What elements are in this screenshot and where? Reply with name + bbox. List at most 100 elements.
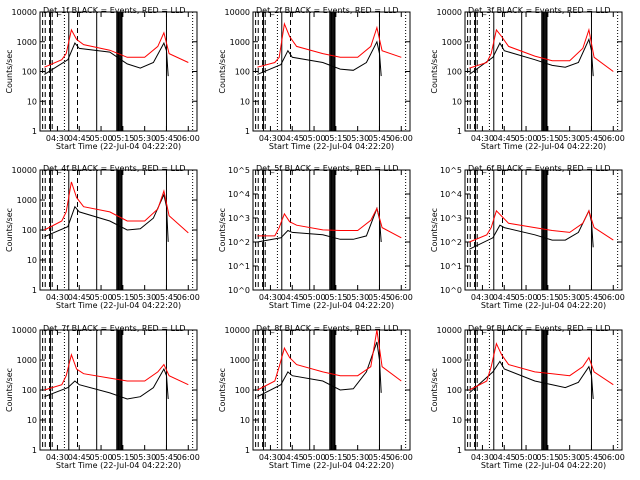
series-line (469, 37, 594, 77)
y-tick-label: 10000 (437, 326, 462, 335)
y-tick-label: 10^4 (440, 190, 462, 199)
y-tick-label: 100 (447, 68, 462, 77)
y-tick-label: 10^3 (228, 214, 250, 223)
y-tick-label: 10^0 (440, 286, 462, 295)
series-line (257, 341, 382, 398)
x-tick-label: 04:45 (281, 293, 304, 302)
x-tick-label: 04:45 (68, 293, 91, 302)
x-tick-label: 05:30 (133, 293, 156, 302)
x-tick-label: 04:30 (259, 293, 282, 302)
y-axis-label: Counts/sec (430, 208, 439, 252)
y-tick-label: 1000 (442, 356, 462, 365)
y-axis-label: Counts/sec (5, 208, 14, 252)
y-tick-label: 10000 (12, 8, 37, 17)
x-axis-label: Start Time (22-Jul-04 04:22:20) (269, 301, 394, 310)
x-tick-label: 06:00 (177, 134, 200, 143)
series-line (257, 40, 382, 77)
y-tick-label: 100 (235, 386, 250, 395)
y-tick-label: 100 (22, 68, 37, 77)
series-line (257, 206, 382, 243)
y-tick-label: 1000 (230, 38, 250, 47)
chart-panel: 1 10 100 1000 10000 04:3004:4505:0005:1505:30… (5, 324, 200, 470)
x-tick-label: 05:00 (515, 134, 538, 143)
y-tick-label: 1 (457, 127, 462, 136)
x-tick-label: 05:45 (580, 293, 603, 302)
y-tick-label: 10000 (437, 8, 462, 17)
x-tick-label: 04:45 (281, 134, 304, 143)
y-tick-label: 100 (447, 386, 462, 395)
x-tick-label: 05:45 (155, 453, 178, 462)
y-tick-label: 10 (27, 97, 37, 106)
x-tick-label: 04:30 (46, 453, 69, 462)
x-tick-label: 06:00 (177, 453, 200, 462)
x-tick-label: 05:15 (111, 453, 134, 462)
chart-title: Det_7f BLACK = Events, RED = LLD (43, 324, 186, 333)
series-line (469, 209, 614, 243)
y-tick-label: 1000 (17, 38, 37, 47)
y-axis-label: Counts/sec (430, 49, 439, 93)
x-tick-label: 05:15 (536, 134, 559, 143)
x-tick-label: 04:30 (471, 453, 494, 462)
y-tick-label: 1000 (17, 196, 37, 205)
y-tick-label: 10^1 (440, 262, 462, 271)
series-line (469, 209, 594, 250)
x-tick-label: 05:00 (90, 134, 113, 143)
x-tick-label: 05:00 (90, 453, 113, 462)
y-tick-label: 10000 (12, 166, 37, 175)
y-axis-label: Counts/sec (430, 368, 439, 412)
series-line (257, 207, 402, 239)
series-line (44, 352, 189, 391)
chart-panel: 1 10 100 1000 10000 04:3004:4505:0005:1505:30… (430, 324, 625, 470)
x-axis-label: Start Time (22-Jul-04 04:22:20) (56, 461, 181, 470)
x-tick-label: 05:00 (515, 293, 538, 302)
x-tick-label: 04:45 (68, 453, 91, 462)
x-tick-label: 04:45 (493, 134, 516, 143)
x-tick-label: 05:30 (558, 134, 581, 143)
x-tick-label: 05:45 (155, 293, 178, 302)
y-tick-label: 10 (27, 256, 37, 265)
x-tick-label: 05:45 (580, 453, 603, 462)
x-tick-label: 06:00 (390, 134, 413, 143)
chart-title: Det_2f BLACK = Events, RED = LLD (256, 6, 399, 15)
x-tick-label: 05:00 (303, 134, 326, 143)
chart-title: Det_3f BLACK = Events, RED = LLD (468, 6, 611, 15)
x-tick-label: 05:30 (558, 453, 581, 462)
chart-panel: 1 10 100 1000 10000 04:3004:4505:0005:1505:30… (5, 6, 200, 151)
x-tick-label: 05:15 (536, 453, 559, 462)
chart-panel: 10^010^110^210^310^410^504:3004:4505:000… (218, 164, 413, 310)
x-tick-label: 05:30 (346, 453, 369, 462)
y-tick-label: 100 (235, 68, 250, 77)
series-line (44, 367, 169, 400)
x-tick-label: 06:00 (177, 293, 200, 302)
y-axis-label: Counts/sec (218, 368, 227, 412)
y-tick-label: 10^1 (228, 262, 250, 271)
series-line (469, 342, 614, 391)
y-tick-label: 10000 (225, 326, 250, 335)
chart-panel: 1 10 100 1000 10000 04:3004:4505:0005:1505:30… (218, 6, 413, 151)
y-tick-label: 10000 (12, 326, 37, 335)
x-tick-label: 06:00 (602, 293, 625, 302)
x-tick-label: 05:00 (303, 293, 326, 302)
y-tick-label: 10^0 (228, 286, 250, 295)
series-line (44, 193, 169, 242)
y-tick-label: 10 (27, 416, 37, 425)
y-axis-label: Counts/sec (218, 49, 227, 93)
x-tick-label: 04:45 (493, 453, 516, 462)
y-tick-label: 1 (457, 446, 462, 455)
y-tick-label: 10 (240, 97, 250, 106)
x-axis-label: Start Time (22-Jul-04 04:22:20) (481, 301, 606, 310)
y-tick-label: 1 (32, 446, 37, 455)
x-tick-label: 05:00 (515, 453, 538, 462)
x-tick-label: 04:30 (46, 134, 69, 143)
y-axis-label: Counts/sec (5, 368, 14, 412)
x-tick-label: 05:15 (111, 293, 134, 302)
x-tick-label: 05:30 (346, 293, 369, 302)
y-tick-label: 1000 (230, 356, 250, 365)
series-line (44, 41, 169, 77)
y-axis-label: Counts/sec (5, 49, 14, 93)
y-tick-label: 1000 (17, 356, 37, 365)
chart-title: Det_4f BLACK = Events, RED = LLD (43, 164, 186, 173)
y-tick-label: 1 (245, 127, 250, 136)
x-tick-label: 04:30 (259, 134, 282, 143)
chart-panel: 1 10 100 1000 10000 04:3004:4505:0005:1505:30… (430, 6, 625, 151)
